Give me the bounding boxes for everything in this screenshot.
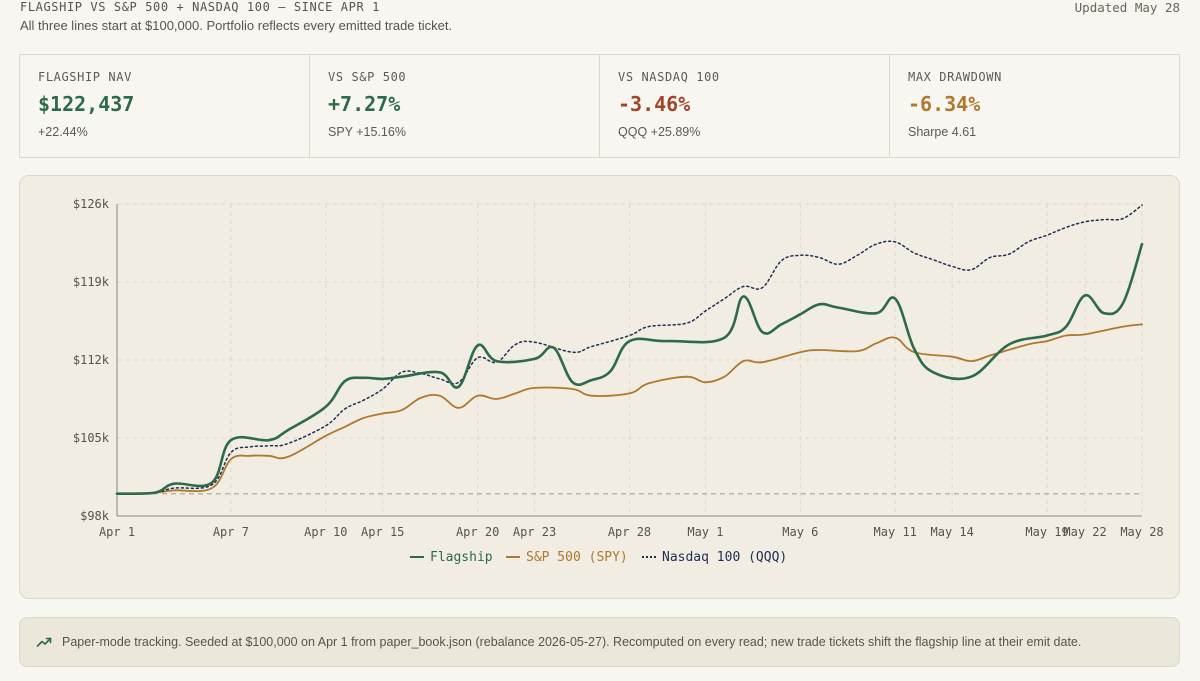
x-tick-label: May 19: [1025, 525, 1068, 539]
x-tick-label: Apr 15: [361, 525, 404, 539]
x-tick-label: Apr 20: [456, 525, 499, 539]
stat-subtext: QQQ +25.89%: [618, 125, 701, 139]
stat-card-vs-sp500: VS S&P 500 +7.27% SPY +15.16%: [309, 55, 599, 157]
stat-value: +7.27%: [328, 92, 401, 116]
series-line-spy: [116, 323, 1143, 495]
updated-timestamp: Updated May 28: [1074, 0, 1180, 15]
legend-label-spy: S&P 500 (SPY): [526, 550, 628, 565]
series-line-flagship: [115, 242, 1144, 496]
x-tick-label: Apr 10: [304, 525, 347, 539]
x-tick-label: May 6: [782, 525, 818, 539]
x-tick-label: Apr 7: [213, 525, 249, 539]
stat-value: -3.46%: [618, 92, 691, 116]
chart-legend: Flagship S&P 500 (SPY) Nasdaq 100 (QQQ): [410, 550, 787, 565]
x-tick-label: Apr 23: [513, 525, 556, 539]
x-tick-label: May 1: [687, 525, 723, 539]
stats-row: FLAGSHIP NAV $122,437 +22.44% VS S&P 500…: [19, 54, 1180, 158]
x-tick-label: Apr 28: [608, 525, 651, 539]
info-note: Paper-mode tracking. Seeded at $100,000 …: [19, 617, 1180, 667]
stat-subtext: +22.44%: [38, 125, 88, 139]
x-tick-label: May 11: [874, 525, 917, 539]
stat-subtext: SPY +15.16%: [328, 125, 406, 139]
page-heading: FLAGSHIP VS S&P 500 + NASDAQ 100 — SINCE…: [20, 0, 380, 14]
stat-label: MAX DRAWDOWN: [908, 70, 1002, 84]
stat-subtext: Sharpe 4.61: [908, 125, 977, 139]
stat-value: $122,437: [38, 92, 135, 116]
performance-chart: $98k $105k $112k $119k $126k Apr 1 Apr 7 Apr 10…: [73, 197, 1164, 565]
x-tick-label: May 28: [1120, 525, 1163, 539]
x-tick-label: Apr 1: [99, 525, 135, 539]
stat-value: -6.34%: [908, 92, 981, 116]
trending-up-icon: [36, 637, 52, 647]
stat-card-max-drawdown: MAX DRAWDOWN -6.34% Sharpe 4.61: [889, 55, 1180, 157]
series-line-qqq: [116, 204, 1143, 495]
page-subtitle: All three lines start at $100,000. Portf…: [20, 18, 453, 33]
stat-card-flagship-nav: FLAGSHIP NAV $122,437 +22.44%: [19, 55, 309, 157]
info-note-text: Paper-mode tracking. Seeded at $100,000 …: [62, 635, 1082, 649]
stat-label: VS NASDAQ 100: [618, 70, 720, 84]
legend-label-flagship: Flagship: [430, 550, 493, 565]
stat-card-vs-nasdaq100: VS NASDAQ 100 -3.46% QQQ +25.89%: [599, 55, 889, 157]
legend-label-qqq: Nasdaq 100 (QQQ): [662, 550, 787, 565]
stat-label: VS S&P 500: [328, 70, 407, 84]
y-tick-label: $119k: [73, 275, 110, 289]
y-tick-label: $126k: [73, 197, 110, 211]
y-tick-label: $98k: [80, 509, 110, 523]
performance-chart-card: $98k $105k $112k $119k $126k Apr 1 Apr 7 Apr 10…: [19, 175, 1180, 599]
x-tick-label: May 14: [931, 525, 974, 539]
y-tick-label: $112k: [73, 353, 110, 367]
stat-label: FLAGSHIP NAV: [38, 70, 132, 84]
x-tick-label: May 22: [1063, 525, 1106, 539]
y-tick-label: $105k: [73, 431, 110, 445]
